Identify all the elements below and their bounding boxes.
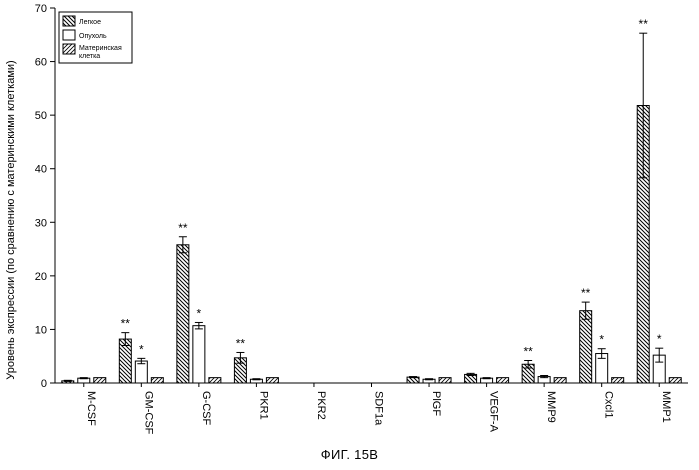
significance-label: **: [121, 317, 131, 331]
x-tick-label: VEGF-A: [488, 391, 500, 433]
y-tick-label: 0: [41, 378, 47, 390]
legend-swatch: [63, 30, 75, 40]
y-tick-label: 10: [35, 324, 47, 336]
bar: [612, 378, 624, 383]
bar: [193, 326, 205, 383]
x-tick-label: PKR2: [315, 391, 327, 420]
y-tick-label: 20: [35, 271, 47, 283]
x-tick-label: Cxcl1: [603, 391, 615, 419]
bar: [554, 378, 566, 383]
x-tick-label: M-CSF: [85, 391, 97, 426]
legend-swatch: [63, 44, 75, 54]
y-axis: 0 10 20 30 40 50 60 70: [35, 3, 55, 390]
legend-swatch: [63, 16, 75, 26]
bar: [135, 361, 147, 383]
bar: [177, 245, 189, 383]
bar: [580, 311, 592, 383]
bar: [497, 378, 509, 383]
bar: [209, 378, 221, 383]
bars: ****************: [62, 17, 681, 383]
x-tick-label: PKR1: [257, 391, 269, 420]
bar: [151, 378, 163, 383]
bar: [266, 378, 278, 383]
legend-label: Опухоль: [79, 33, 107, 40]
legend-label: Материнская: [79, 45, 122, 52]
bar: [94, 378, 106, 383]
x-tick-label: MMP9: [545, 391, 557, 423]
significance-label: *: [599, 333, 604, 347]
x-axis: M-CSF GM-CSF G-CSF PKR1 PKR2 SDF1a PlGF VEGF-A M…: [55, 383, 688, 435]
significance-label: *: [139, 342, 144, 356]
figure-caption: ФИГ. 15В: [0, 447, 699, 462]
x-tick-label: SDF1a: [373, 391, 385, 426]
x-tick-label: MMP1: [660, 391, 672, 423]
y-axis-label: Уровень экспрессии (по сравнению с матер…: [5, 60, 17, 379]
y-tick-label: 70: [35, 3, 47, 15]
y-tick-label: 50: [35, 110, 47, 122]
y-tick-label: 30: [35, 217, 47, 229]
x-tick-label: GM-CSF: [142, 391, 154, 435]
significance-label: *: [197, 306, 202, 320]
significance-label: **: [581, 286, 591, 300]
x-tick-label: G-CSF: [200, 391, 212, 426]
bar: [669, 378, 681, 383]
legend: Легкое Опухоль Материнскаяклетка: [59, 12, 132, 63]
x-tick-label: PlGF: [430, 391, 442, 416]
significance-label: *: [657, 332, 662, 346]
significance-label: **: [178, 221, 188, 235]
bar: [439, 378, 451, 383]
legend-label: клетка: [79, 53, 100, 60]
significance-label: **: [523, 345, 533, 359]
legend-label: Легкое: [79, 19, 101, 26]
y-tick-label: 60: [35, 57, 47, 69]
significance-label: **: [639, 17, 649, 31]
y-tick-label: 40: [35, 164, 47, 176]
significance-label: **: [236, 336, 246, 350]
